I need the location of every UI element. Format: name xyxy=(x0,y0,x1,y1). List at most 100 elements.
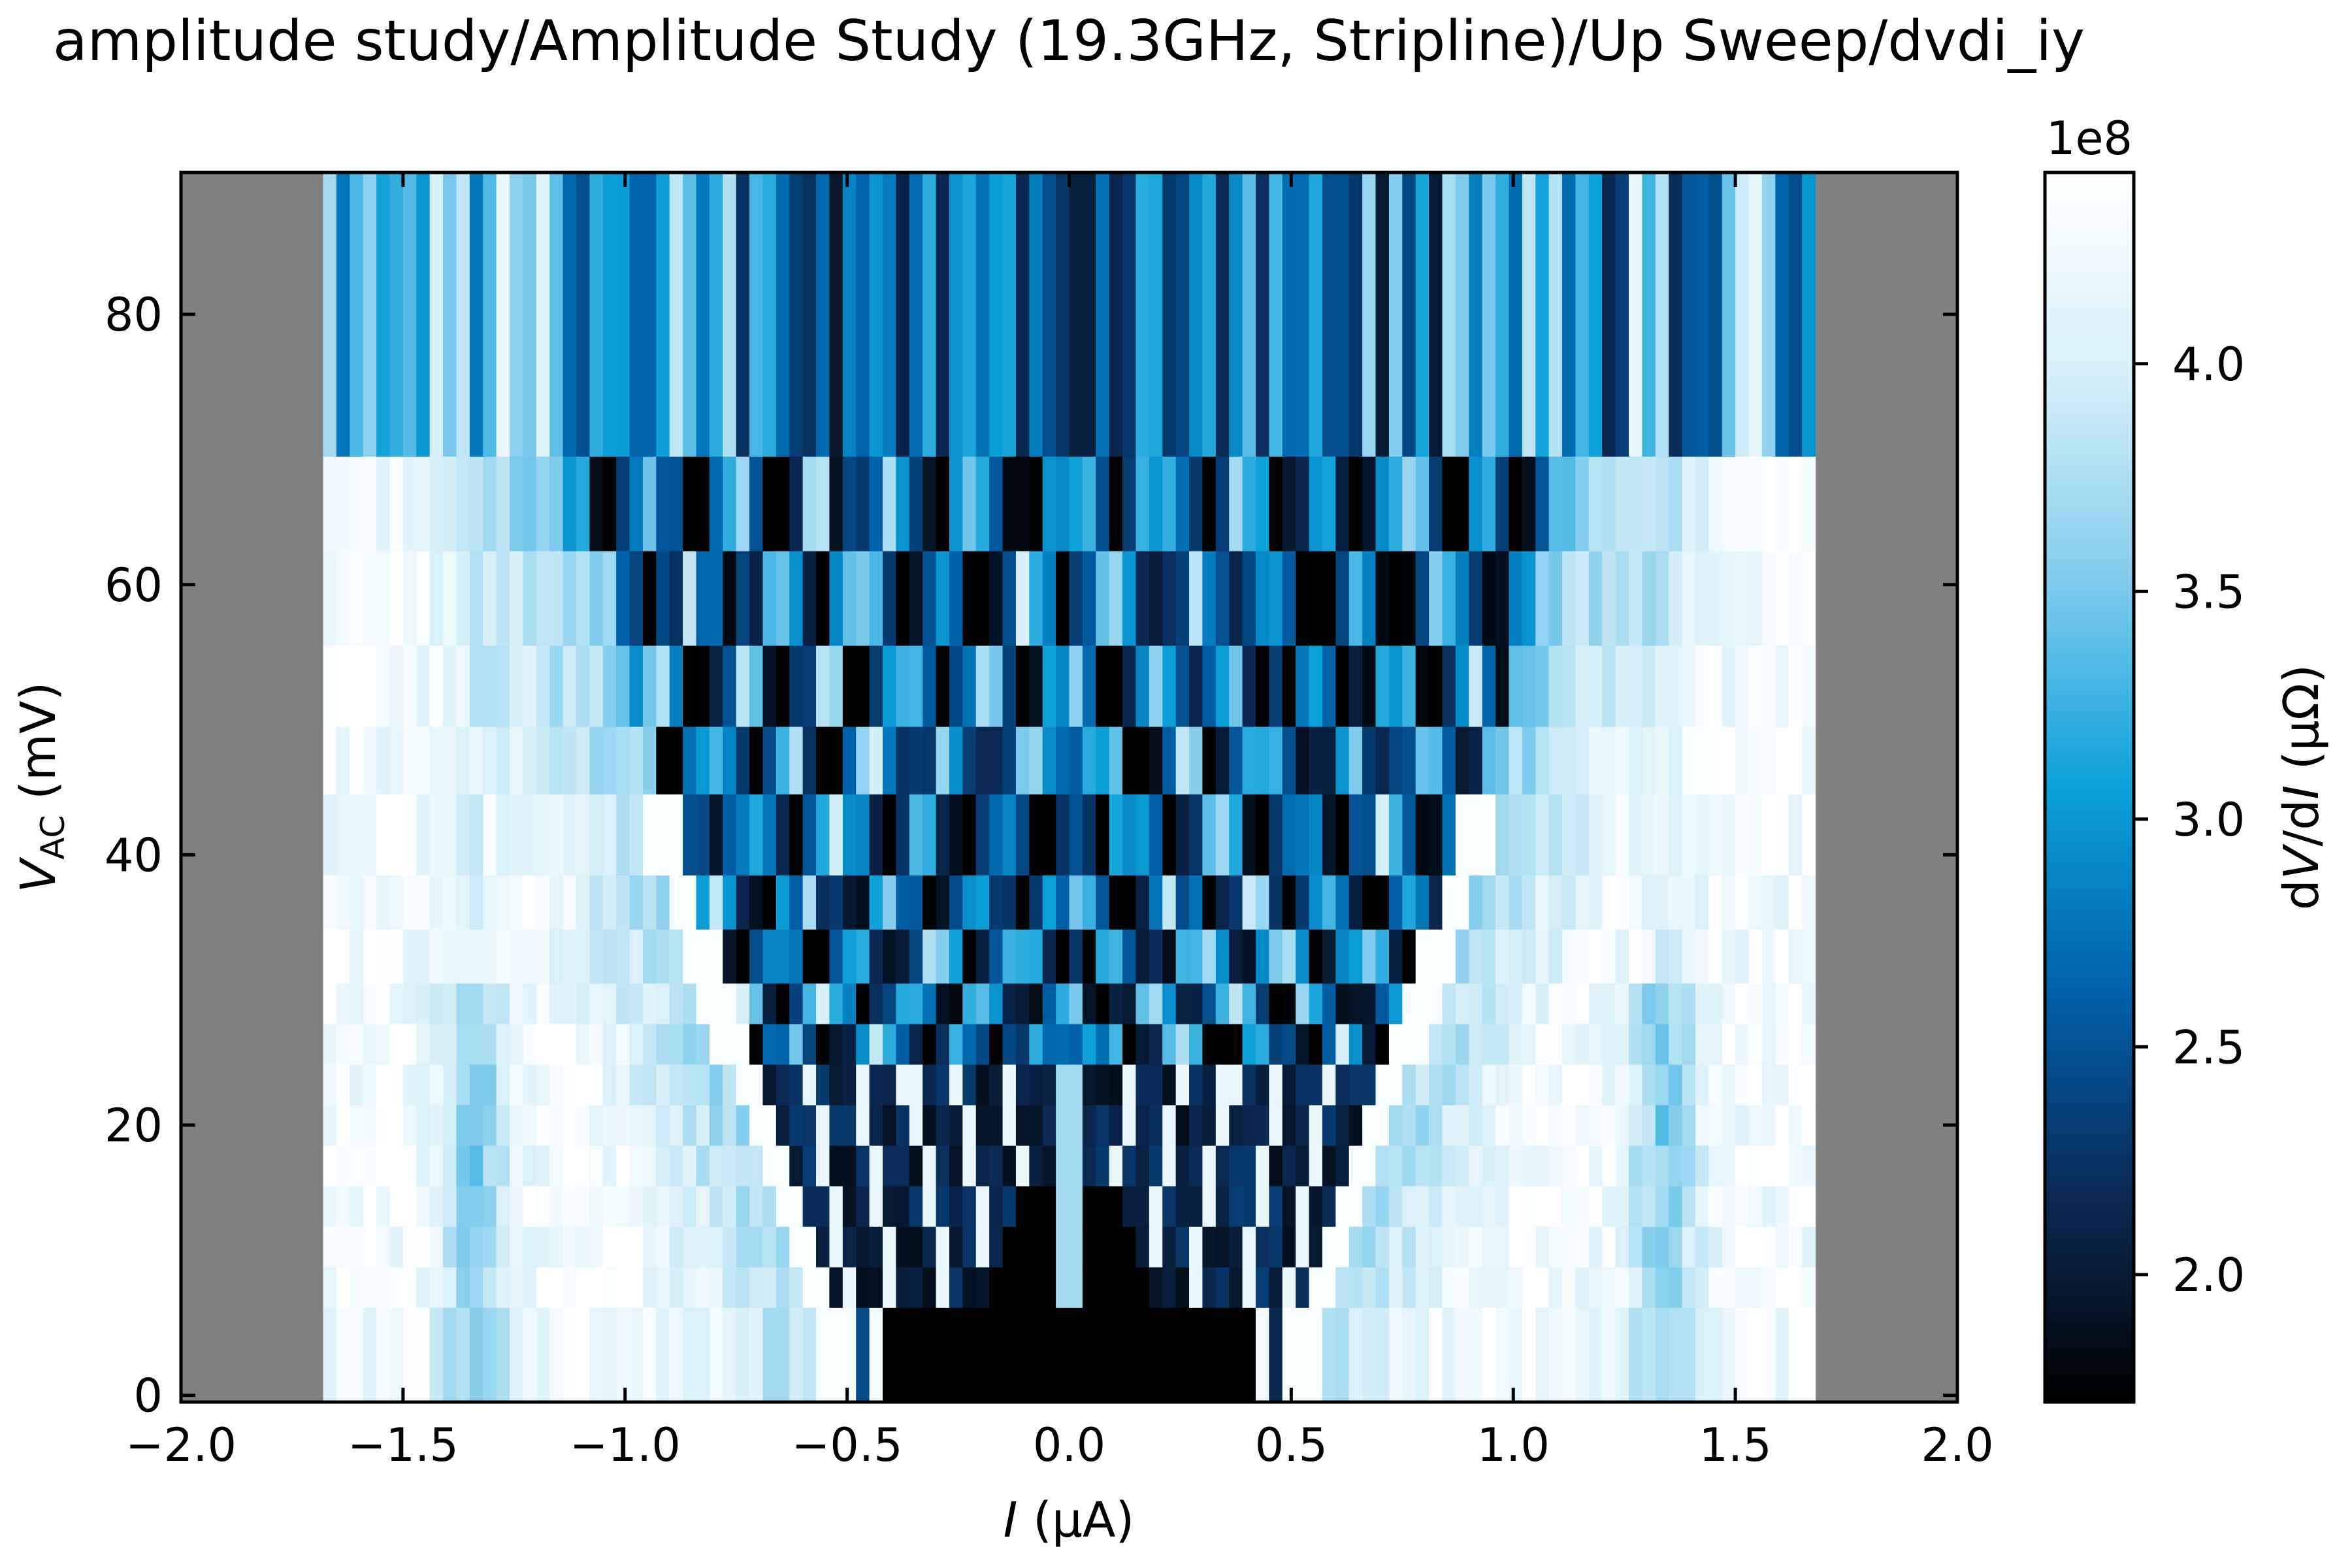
heatmap-cell xyxy=(1175,456,1190,551)
heatmap-cell xyxy=(869,1267,883,1308)
heatmap-cell xyxy=(1056,172,1070,457)
heatmap-cell xyxy=(1002,1064,1017,1105)
heatmap-cell xyxy=(563,1267,577,1308)
heatmap-cell xyxy=(1215,1307,1230,1403)
heatmap-cell xyxy=(456,551,470,646)
heatmap-cell xyxy=(1735,1145,1750,1186)
heatmap-cell xyxy=(1189,551,1203,646)
heatmap-cell xyxy=(496,1267,510,1308)
heatmap-cell xyxy=(749,726,764,794)
heatmap-cell xyxy=(1562,726,1576,794)
heatmap-cell xyxy=(723,794,737,876)
heatmap-cell xyxy=(1482,929,1496,984)
heatmap-cell xyxy=(1415,1267,1429,1308)
heatmap-cell xyxy=(1149,172,1163,457)
heatmap-cell xyxy=(1708,1267,1723,1308)
heatmap-cell xyxy=(1788,1307,1803,1403)
heatmap-cell xyxy=(350,1105,364,1146)
heatmap-cell xyxy=(856,456,870,551)
heatmap-cell xyxy=(802,1226,817,1267)
heatmap-cell xyxy=(896,172,910,457)
heatmap-cell xyxy=(1002,1105,1017,1146)
heatmap-cell xyxy=(1415,929,1429,984)
heatmap-cell xyxy=(802,1267,817,1308)
heatmap-cell xyxy=(1722,726,1736,794)
heatmap-cell xyxy=(576,645,590,727)
heatmap-cell xyxy=(1588,551,1603,646)
heatmap-cell xyxy=(1175,929,1190,984)
heatmap-cell xyxy=(936,645,950,727)
heatmap-cell xyxy=(1615,172,1629,457)
heatmap-cell xyxy=(896,929,910,984)
heatmap-cell xyxy=(1615,794,1629,876)
heatmap-cell xyxy=(642,929,657,984)
heatmap-cell xyxy=(1096,726,1110,794)
heatmap-cell xyxy=(696,645,710,727)
heatmap-cell xyxy=(523,1064,537,1105)
heatmap-cell xyxy=(1562,929,1576,984)
heatmap-cell xyxy=(1322,172,1336,457)
heatmap-cell xyxy=(1535,1064,1550,1105)
heatmap-cell xyxy=(1296,794,1310,876)
heatmap-cell xyxy=(563,1307,577,1403)
heatmap-cell xyxy=(323,983,337,1024)
heatmap-cell xyxy=(683,1023,697,1065)
heatmap-cell xyxy=(656,456,670,551)
heatmap-cell xyxy=(1429,1145,1443,1186)
heatmap-cell xyxy=(1255,1267,1269,1308)
heatmap-cell xyxy=(1082,1023,1096,1065)
heatmap-cell xyxy=(696,1023,710,1065)
heatmap-cell xyxy=(1348,645,1363,727)
heatmap-cell xyxy=(1296,726,1310,794)
heatmap-cell xyxy=(1695,1307,1709,1403)
heatmap-cell xyxy=(323,875,337,930)
heatmap-cell xyxy=(1669,929,1683,984)
heatmap-cell xyxy=(829,929,843,984)
heatmap-cell xyxy=(949,1023,963,1065)
heatmap-cell xyxy=(1029,551,1043,646)
heatmap-cell xyxy=(1242,983,1256,1024)
heatmap-cell xyxy=(909,1226,923,1267)
heatmap-cell xyxy=(1002,1145,1017,1186)
heatmap-cell xyxy=(1722,172,1736,457)
heatmap-cell xyxy=(1775,645,1789,727)
heatmap-cell xyxy=(1548,1267,1563,1308)
heatmap-cell xyxy=(1282,726,1296,794)
heatmap-cell xyxy=(656,551,670,646)
heatmap-cell xyxy=(402,1186,417,1227)
heatmap-cell xyxy=(1682,929,1696,984)
heatmap-cell xyxy=(576,551,590,646)
heatmap-cell xyxy=(1322,1105,1336,1146)
heatmap-cell xyxy=(336,875,350,930)
heatmap-cell xyxy=(1775,1145,1789,1186)
heatmap-cell xyxy=(1482,1307,1496,1403)
colorbar: 2.02.53.03.54.0 1e8 dV/dI (μΩ) xyxy=(2043,112,2330,1404)
heatmap-cell xyxy=(1588,1145,1603,1186)
heatmap-cell xyxy=(1695,983,1709,1024)
heatmap-cell xyxy=(802,983,817,1024)
heatmap-cell xyxy=(1215,1145,1230,1186)
heatmap-cell xyxy=(1202,1105,1217,1146)
x-tick-label: 2.0 xyxy=(1921,1418,1993,1472)
heatmap-cell xyxy=(936,456,950,551)
heatmap-cell xyxy=(656,983,670,1024)
heatmap-cell xyxy=(1309,1023,1323,1065)
heatmap-cell xyxy=(376,726,391,794)
heatmap-cell xyxy=(856,875,870,930)
heatmap-cell xyxy=(1348,1145,1363,1186)
heatmap-cell xyxy=(1695,1105,1709,1146)
heatmap-cell xyxy=(1362,794,1377,876)
heatmap-cell xyxy=(1282,1105,1296,1146)
heatmap-cell xyxy=(336,1307,350,1403)
heatmap-cell xyxy=(1722,456,1736,551)
heatmap-cell xyxy=(1495,1064,1510,1105)
heatmap-cell xyxy=(1562,551,1576,646)
heatmap-cell xyxy=(1255,1105,1269,1146)
heatmap-cell xyxy=(1802,875,1816,930)
heatmap-cell xyxy=(602,983,617,1024)
heatmap-cell xyxy=(523,929,537,984)
heatmap-cell xyxy=(1042,1105,1056,1146)
heatmap-cell xyxy=(1375,929,1390,984)
heatmap-cell xyxy=(1588,1307,1603,1403)
heatmap-cell xyxy=(483,1267,497,1308)
